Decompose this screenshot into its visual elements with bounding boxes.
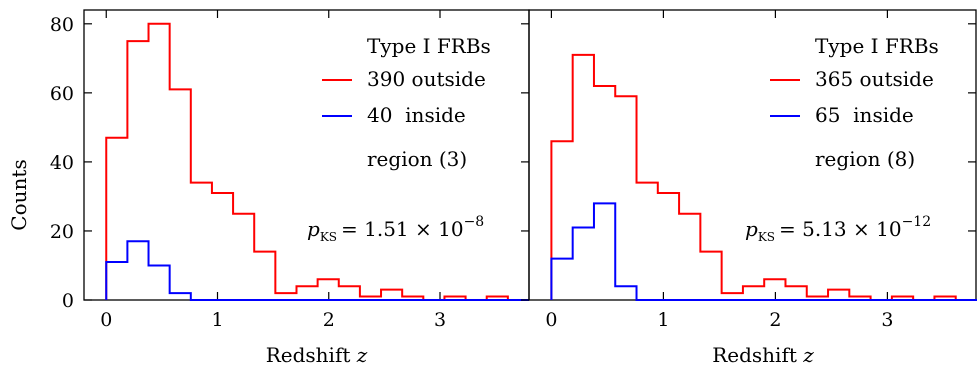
- x-tick-label: 3: [434, 309, 446, 331]
- legend-note: region (3): [367, 147, 467, 171]
- x-tick-label: 0: [100, 309, 112, 331]
- pks-annotation: pKS = 5.13 × 10−12: [745, 214, 931, 244]
- right-panel: 0 1 2 3 Redshift z Type I FRBs 365 outside 65 i…: [521, 9, 977, 367]
- histogram-inside: [105, 240, 529, 301]
- y-tick-label: 20: [50, 221, 74, 243]
- histogram-inside: [550, 202, 977, 301]
- legend-entry: 365 outside: [815, 67, 934, 91]
- left-panel: 0 1 2 3 0 20 40 60 80 Redshift z Type I FRBs 390 ou…: [50, 9, 530, 367]
- histogram-outside: [550, 53, 977, 301]
- y-tick-label: 60: [50, 83, 74, 105]
- x-tick-label: 1: [211, 309, 223, 331]
- x-tick-label: 2: [323, 309, 335, 331]
- legend-entry: 390 outside: [367, 67, 486, 91]
- legend-note: region (8): [815, 147, 915, 171]
- legend: Type I FRBs 365 outside 65 inside region (8…: [770, 34, 939, 171]
- legend: Type I FRBs 390 outside 40 inside region (3…: [322, 34, 491, 171]
- pks-annotation: pKS = 1.51 × 10−8: [307, 214, 484, 244]
- legend-entry: 40 inside: [367, 103, 466, 127]
- histogram-outside: [105, 22, 529, 301]
- x-axis-label: Redshift z: [266, 343, 368, 367]
- x-axis-label: Redshift z: [712, 343, 814, 367]
- legend-title: Type I FRBs: [367, 34, 491, 58]
- legend-title: Type I FRBs: [815, 34, 939, 58]
- x-tick-label: 1: [657, 309, 669, 331]
- x-tick-label: 3: [881, 309, 893, 331]
- x-tick-label: 0: [545, 309, 557, 331]
- y-axis-label: Counts: [7, 159, 31, 230]
- legend-entry: 65 inside: [815, 103, 914, 127]
- y-tick-label: 0: [62, 290, 74, 312]
- y-tick-label: 80: [50, 14, 74, 36]
- y-tick-label: 40: [50, 152, 74, 174]
- x-tick-label: 2: [769, 309, 781, 331]
